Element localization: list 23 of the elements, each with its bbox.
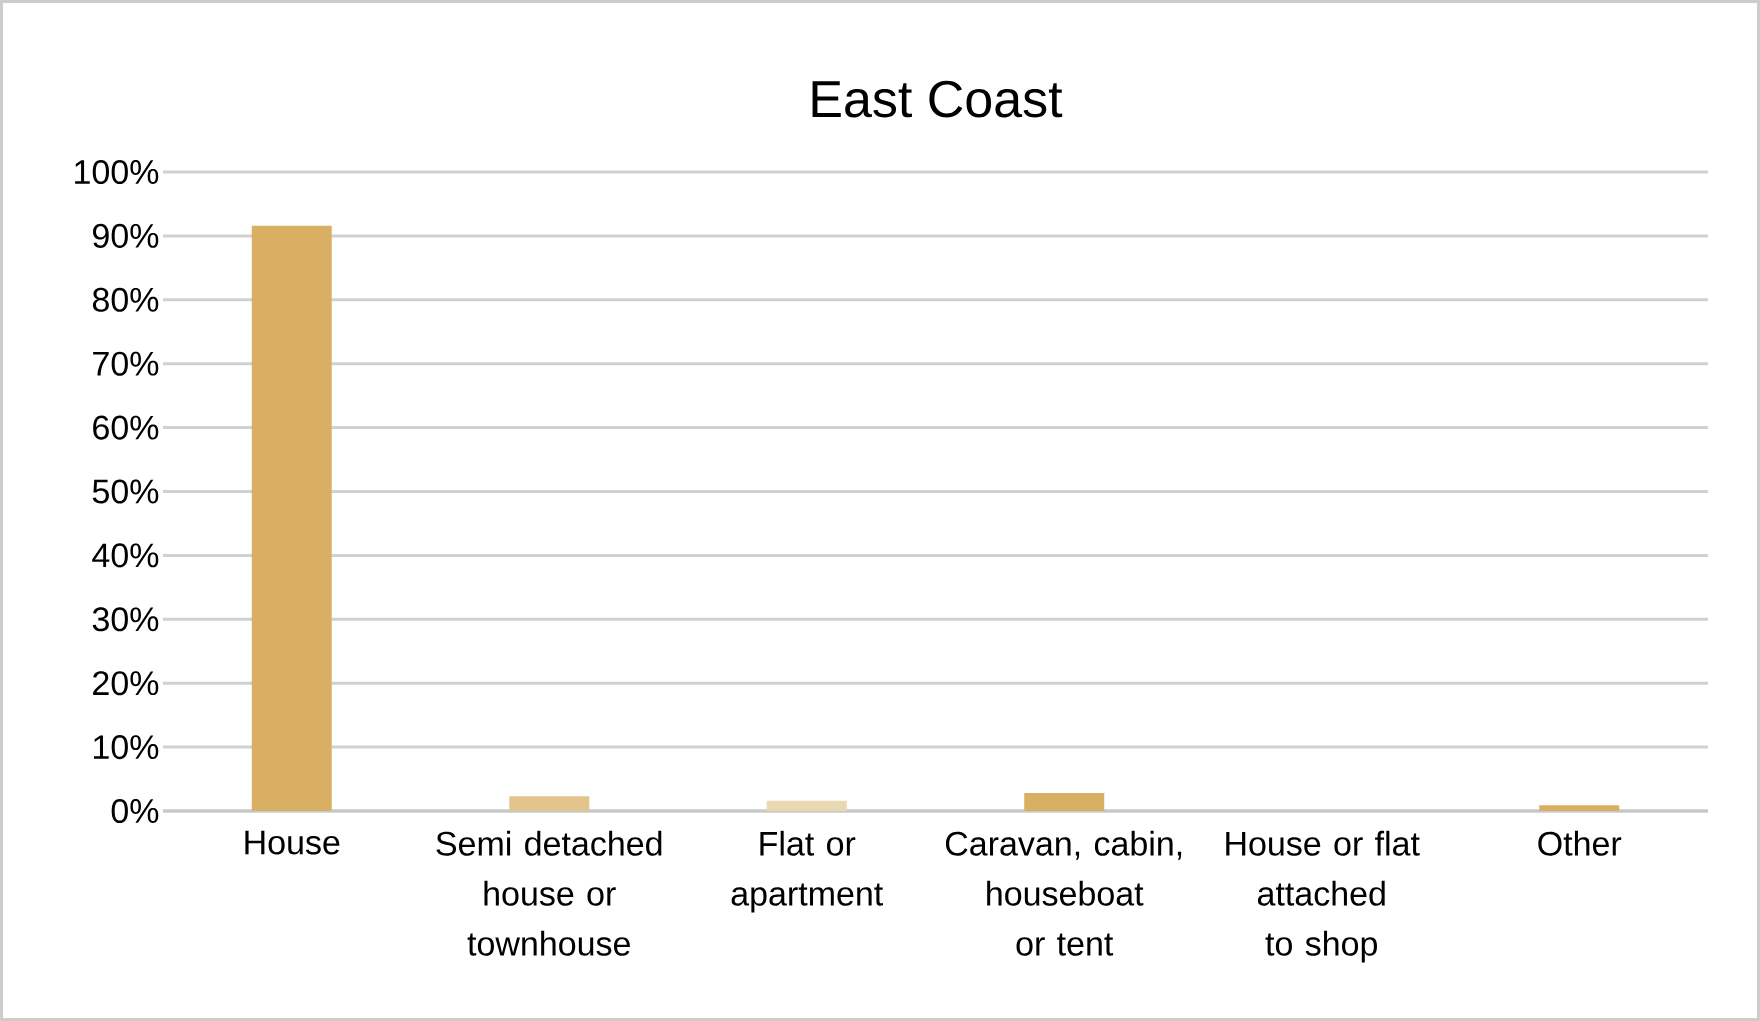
y-tick-label: 20%	[93, 671, 159, 696]
y-tick-label: 30%	[92, 607, 159, 632]
chart-title: East Coast	[812, 80, 1063, 118]
bar	[766, 800, 847, 811]
bar	[251, 225, 332, 811]
y-tick-label: 90%	[93, 223, 159, 248]
x-tick-label: House	[245, 830, 340, 855]
x-tick-label: Semi detached house or townhouse	[436, 830, 662, 956]
bar	[509, 796, 590, 811]
y-tick-label: 80%	[92, 287, 159, 312]
y-tick-label: 60%	[93, 415, 159, 440]
y-tick-label: 10%	[94, 735, 159, 760]
y-tick-label: 50%	[92, 479, 159, 504]
y-tick-label: 100%	[75, 159, 159, 185]
y-tick-label: 70%	[93, 351, 159, 376]
x-tick-label: Other	[1538, 830, 1622, 856]
y-tick-label: 0%	[111, 798, 159, 824]
y-tick-label: 40%	[92, 543, 159, 568]
bar	[1539, 805, 1620, 811]
x-tick-label: House or flat attached to shop	[1226, 830, 1420, 963]
x-tick-label: Caravan, cabin, houseboat or tent	[945, 830, 1182, 956]
bar	[1024, 793, 1105, 811]
x-tick-label: Flat or apartment	[731, 830, 884, 913]
